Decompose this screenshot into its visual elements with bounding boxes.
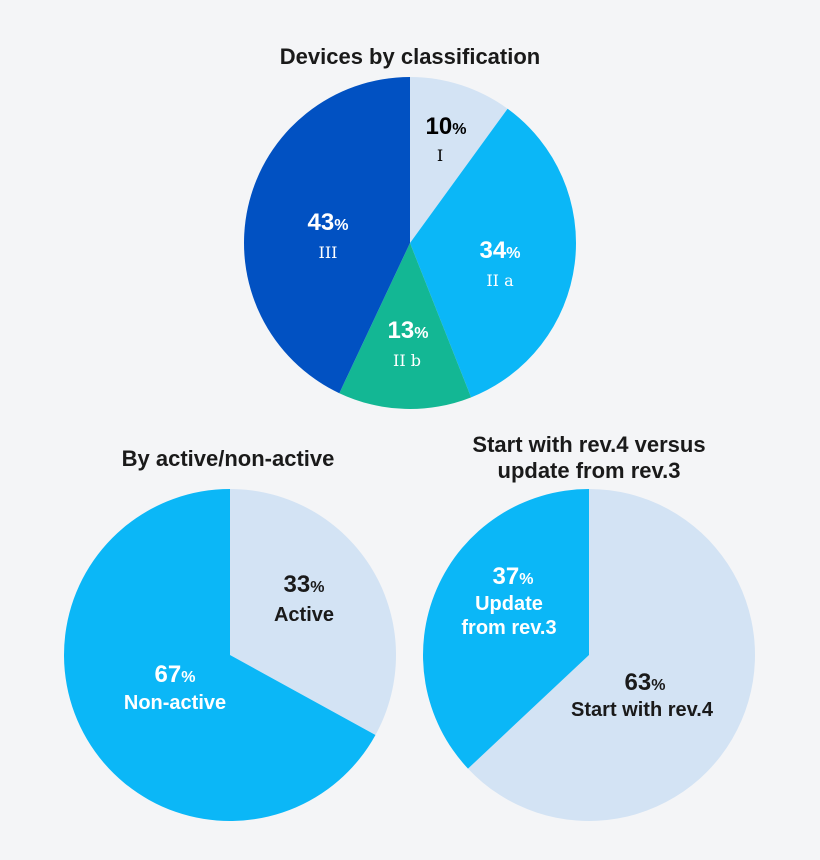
- pct-value-iia: 34: [480, 237, 507, 264]
- pct-value-active: 33: [284, 571, 311, 598]
- pie-chart-active: By active/non-active 33% Active 67% Non-…: [64, 446, 397, 821]
- pct-sign-iii: %: [334, 217, 348, 234]
- pct-value-iib: 13: [388, 317, 415, 344]
- pct-sign-iib: %: [414, 325, 428, 342]
- pct-sign-i: %: [452, 121, 466, 138]
- slice-i: [410, 77, 508, 243]
- pie-chart-revision: Start with rev.4 versus update from rev.…: [423, 432, 756, 822]
- slice-category-iia: II a: [486, 271, 514, 290]
- slice-category-active: Active: [274, 604, 334, 626]
- slice-category-iii: III: [319, 243, 338, 262]
- pct-sign-start: %: [651, 677, 665, 694]
- slice-label-i: 10%: [426, 113, 467, 140]
- slice-category-update-line1: Update: [475, 593, 543, 615]
- pct-sign-nonactive: %: [181, 669, 195, 686]
- slice-iib: [339, 243, 472, 409]
- slice-start-rev4: [467, 489, 756, 822]
- pie-chart-classification: Devices by classification 10% I 34% II a…: [244, 44, 576, 409]
- pct-sign-active: %: [310, 579, 324, 596]
- pie-slices-revision: [423, 489, 756, 822]
- slice-active: [230, 489, 397, 735]
- slice-label-iib: 13%: [388, 317, 429, 344]
- slice-update-rev3: [423, 489, 589, 769]
- pie-slices-classification: [244, 77, 576, 409]
- pie-slices-active: [64, 489, 397, 821]
- slice-label-iia: 34%: [480, 237, 521, 264]
- slice-category-i: I: [437, 146, 443, 165]
- slice-iia: [410, 108, 576, 398]
- slice-iii: [244, 77, 410, 394]
- pct-value-update: 37: [493, 563, 520, 590]
- slice-label-start: 63%: [625, 669, 666, 696]
- pct-value-nonactive: 67: [155, 661, 182, 688]
- chart-title-classification: Devices by classification: [280, 44, 540, 69]
- chart-title-revision-line1: Start with rev.4 versus: [472, 432, 705, 457]
- slice-label-nonactive: 67%: [155, 661, 196, 688]
- chart-title-active: By active/non-active: [122, 446, 335, 471]
- pct-value-iii: 43: [308, 209, 335, 236]
- pct-value-i: 10: [426, 113, 453, 140]
- slice-label-update: 37%: [493, 563, 534, 590]
- slice-category-nonactive: Non-active: [124, 692, 226, 714]
- slice-label-active: 33%: [284, 571, 325, 598]
- slice-label-iii: 43%: [308, 209, 349, 236]
- slice-category-iib: II b: [393, 351, 421, 370]
- slice-category-start: Start with rev.4: [571, 699, 714, 721]
- slice-category-update-line2: from rev.3: [461, 617, 556, 639]
- chart-title-revision-line2: update from rev.3: [498, 458, 681, 483]
- pct-sign-iia: %: [506, 245, 520, 262]
- pct-sign-update: %: [519, 571, 533, 588]
- slice-nonactive: [64, 489, 376, 821]
- pct-value-start: 63: [625, 669, 652, 696]
